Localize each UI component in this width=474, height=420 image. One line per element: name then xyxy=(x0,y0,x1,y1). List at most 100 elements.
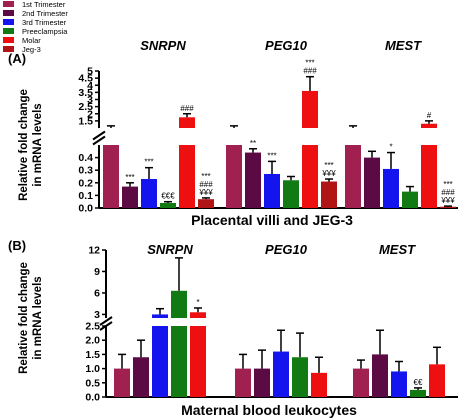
significance-marker: *** xyxy=(443,180,452,189)
bar xyxy=(364,157,380,208)
significance-marker: ¥¥¥ xyxy=(198,188,213,197)
y-axis-title-a-line2: in mRNA levels xyxy=(32,103,44,186)
axis-break-mark xyxy=(92,135,106,146)
plot-area-a: 0.00.10.20.30.41.522.533.544.55******€€€… xyxy=(78,59,458,215)
significance-marker: ### xyxy=(441,188,455,197)
bar xyxy=(402,191,418,208)
bar xyxy=(160,202,176,208)
x-axis-title-a: Placental villi and JEG-3 xyxy=(191,212,353,228)
bar xyxy=(190,312,206,318)
bar xyxy=(141,179,157,208)
plot-area-b: 0.0 0.5 1.0 1.5 2.0 2.53 6 9 12 * €€ xyxy=(85,245,458,404)
significance-marker: ¥¥¥ xyxy=(440,196,455,205)
significance-marker: *** xyxy=(144,158,153,167)
legend-label: Jeg-3 xyxy=(22,45,41,54)
bar-lower-segment xyxy=(179,145,195,208)
y-axis-upper-tick-label: 5 xyxy=(87,66,93,78)
bar xyxy=(353,368,369,397)
y-axis-upper-tick-label: 4.5 xyxy=(78,73,93,85)
y-axis-lower-tick-label: 0.3 xyxy=(78,165,93,177)
bar-lower-segment xyxy=(103,145,119,208)
bar xyxy=(283,180,299,208)
y-axis-upper-tick-label: 1.5 xyxy=(78,115,93,127)
y-axis-upper-tick-label: 3 xyxy=(94,309,100,321)
bar xyxy=(171,290,187,318)
legend-label: 1st Trimester xyxy=(22,0,66,9)
bar-lower-segment xyxy=(152,326,168,397)
legend-entry: 1st Trimester xyxy=(3,0,66,9)
x-axis-title-b: Maternal blood leukocytes xyxy=(181,402,357,418)
y-axis-upper-tick-label: 2 xyxy=(87,108,93,120)
panel-label-b: (B) xyxy=(8,238,26,253)
gene-label-b-mest: MEST xyxy=(379,242,416,257)
y-axis-upper-tick-label: 3.5 xyxy=(78,87,93,99)
panel-label-a: (A) xyxy=(8,51,26,66)
bar xyxy=(391,371,407,397)
legend-swatch xyxy=(3,28,14,34)
y-axis-title-b-line1: Relative fold change xyxy=(18,262,30,374)
legend-label: Preeclampsia xyxy=(22,27,68,36)
significance-marker: €€ xyxy=(414,378,423,387)
y-axis-upper-tick-label: 9 xyxy=(94,266,100,278)
y-axis-title-a-line1: Relative fold change xyxy=(18,89,30,201)
legend-entry: Molar xyxy=(3,36,41,45)
legend-entry: Preeclampsia xyxy=(3,27,68,36)
gene-label-a-mest: MEST xyxy=(385,38,422,53)
gene-label-b-snrpn: SNRPN xyxy=(147,242,193,257)
gene-label-a-snrpn: SNRPN xyxy=(140,38,186,53)
significance-marker: * xyxy=(389,143,392,152)
bar xyxy=(311,372,327,397)
y-axis-lower-tick-label: 0.1 xyxy=(78,190,93,202)
significance-marker: * xyxy=(196,298,199,307)
bar xyxy=(383,168,399,208)
legend-entry: Jeg-3 xyxy=(3,45,41,54)
legend-label: Molar xyxy=(22,36,41,45)
y-axis-upper-tick-label: 4 xyxy=(87,80,93,92)
bar xyxy=(198,199,214,208)
significance-marker: *** xyxy=(267,151,276,160)
bar-lower-segment xyxy=(190,326,206,397)
y-axis-title-b-line2: in mRNA levels xyxy=(32,276,44,359)
legend: 1st Trimester 2nd Trimester 3rd Trimeste… xyxy=(3,0,68,54)
significance-marker: # xyxy=(427,111,432,120)
significance-marker: ### xyxy=(199,180,213,189)
bar-lower-segment xyxy=(345,145,361,208)
y-axis-lower-tick-label: 0.5 xyxy=(85,377,100,389)
significance-marker: *** xyxy=(324,161,333,170)
y-axis-lower-tick-label: 0.4 xyxy=(78,152,93,164)
significance-marker: *** xyxy=(201,172,210,181)
bar xyxy=(302,90,318,128)
gene-label-b-peg10: PEG10 xyxy=(265,242,308,257)
bar xyxy=(410,389,426,397)
bar xyxy=(264,173,280,208)
bar xyxy=(421,123,437,128)
bar xyxy=(429,364,445,397)
legend-swatch xyxy=(3,46,14,52)
y-axis-lower-tick-label: 1.5 xyxy=(85,349,100,361)
bar-lower-segment xyxy=(421,145,437,208)
legend-swatch xyxy=(3,1,14,7)
legend-label: 3rd Trimester xyxy=(22,18,67,27)
y-axis-upper-tick-label: 12 xyxy=(88,245,100,257)
bar xyxy=(179,117,195,128)
y-axis-upper-tick-label: 6 xyxy=(94,287,100,299)
y-axis-lower-tick-label: 2.0 xyxy=(85,335,100,347)
legend-swatch xyxy=(3,19,14,25)
bar xyxy=(152,314,168,318)
axis-break-mark xyxy=(99,316,113,326)
legend-label: 2nd Trimester xyxy=(22,9,68,18)
significance-marker: ¥¥¥ xyxy=(321,169,336,178)
legend-swatch xyxy=(3,10,14,16)
significance-marker: ### xyxy=(180,104,194,113)
y-axis-upper-tick-label: 2.5 xyxy=(78,101,93,113)
axis-break-mark xyxy=(92,130,106,141)
gene-label-a-peg10: PEG10 xyxy=(265,38,308,53)
bar xyxy=(235,368,251,397)
bar-lower-segment xyxy=(226,145,242,208)
bar xyxy=(122,186,138,208)
bar xyxy=(372,354,388,397)
significance-marker: ** xyxy=(250,139,256,148)
significance-marker: *** xyxy=(125,173,134,182)
y-axis-upper-tick-label: 3 xyxy=(87,94,93,106)
legend-swatch xyxy=(3,37,14,43)
